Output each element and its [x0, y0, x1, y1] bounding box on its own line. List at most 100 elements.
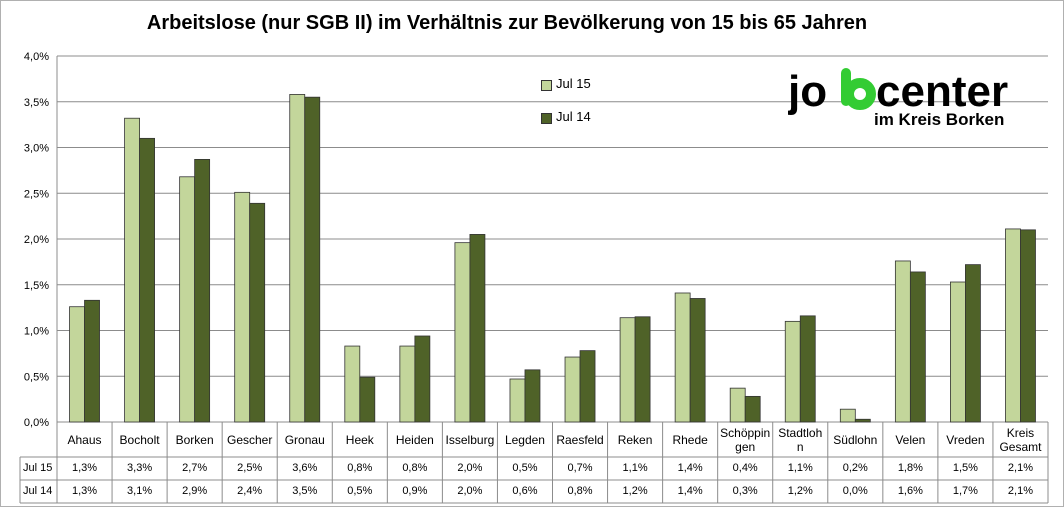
category-label: Velen	[895, 433, 926, 447]
y-tick-label: 0,0%	[24, 417, 49, 429]
bar-jul15	[950, 281, 966, 423]
bar-jul14	[689, 298, 706, 423]
y-tick-label: 0,5%	[24, 371, 49, 383]
table-cell: 3,3%	[127, 462, 153, 474]
y-tick-label: 3,5%	[24, 97, 49, 109]
bar-jul14	[744, 395, 761, 423]
table-cell: 0,2%	[842, 462, 868, 474]
table-cell: 0,8%	[567, 485, 593, 497]
category-label: Bocholt	[119, 433, 160, 447]
logo-text-right: center	[876, 67, 1008, 116]
table-cell: 3,6%	[292, 462, 318, 474]
bar-jul15	[124, 117, 140, 423]
category-label: Kreis Gesamt	[999, 426, 1042, 454]
table-row-header: Jul 14	[23, 485, 53, 497]
table-cell: 2,1%	[1007, 485, 1033, 497]
table-cell: 2,4%	[237, 485, 263, 497]
legend-swatch-jul15	[541, 80, 552, 91]
table-cell: 0,5%	[347, 485, 373, 497]
bar-jul15	[729, 387, 746, 423]
bar-jul14	[469, 234, 486, 423]
category-label: Gescher	[227, 433, 273, 447]
bar-jul14	[359, 376, 376, 423]
table-cell: 0,8%	[402, 462, 428, 474]
table-cell: 1,4%	[677, 485, 703, 497]
bar-jul15	[619, 317, 636, 423]
table-cell: 2,0%	[457, 462, 483, 474]
logo-subtitle: im Kreis Borken	[874, 110, 1005, 129]
table-cell: 3,1%	[127, 485, 153, 497]
bar-jul14	[799, 315, 816, 423]
category-label: Schöppin gen	[720, 426, 771, 454]
y-tick-label: 4,0%	[24, 51, 49, 63]
logo-wordmark: jo center	[788, 67, 1008, 116]
bar-jul14	[1020, 229, 1036, 423]
bar-jul14	[249, 202, 266, 423]
table-cell: 1,3%	[71, 462, 98, 474]
category-label: Legden	[504, 433, 545, 447]
table-cell: 0,7%	[567, 462, 593, 474]
table-cell: 0,5%	[512, 462, 538, 474]
table-cell: 0,3%	[732, 485, 758, 497]
table-cell: 1,2%	[622, 485, 648, 497]
table-row-header: Jul 15	[23, 462, 53, 474]
y-tick-label: 1,5%	[24, 280, 49, 292]
category-label: Heek	[345, 433, 374, 447]
category-label: Südlohn	[833, 433, 878, 447]
bar-jul14	[524, 369, 541, 423]
y-tick-label: 1,0%	[24, 326, 49, 338]
legend-label-jul14: Jul 14	[556, 109, 591, 124]
table-cell: 0,4%	[732, 462, 758, 474]
bar-jul15	[1005, 228, 1021, 423]
bar-jul15	[344, 345, 361, 423]
category-label: Reken	[617, 433, 653, 447]
bar-jul15	[509, 378, 526, 423]
bar-jul14	[579, 350, 596, 423]
table-cell: 1,6%	[897, 485, 923, 497]
logo-text-left: jo	[788, 67, 827, 116]
category-label: Borken	[175, 433, 214, 447]
bar-jul15	[399, 345, 416, 423]
table-cell: 1,7%	[952, 485, 978, 497]
category-label: Gronau	[284, 433, 325, 447]
bar-jul15	[894, 260, 911, 423]
bar-jul14	[854, 418, 871, 423]
bar-jul15	[289, 94, 306, 423]
y-tick-label: 2,0%	[24, 234, 49, 246]
table-cell: 0,9%	[402, 485, 428, 497]
table-cell: 2,9%	[182, 485, 208, 497]
table-cell: 1,5%	[952, 462, 978, 474]
bar-jul15	[674, 292, 691, 423]
table-cell: 2,1%	[1007, 462, 1033, 474]
bar-jul14	[304, 96, 321, 423]
y-tick-label: 3,0%	[24, 143, 49, 155]
bar-jul14	[909, 271, 926, 423]
y-tick-label: 2,5%	[24, 188, 49, 200]
bar-jul15	[564, 356, 581, 423]
table-cell: 1,8%	[897, 462, 923, 474]
table-cell: 1,1%	[622, 462, 648, 474]
bar-jul14	[139, 137, 155, 423]
table-cell: 0,8%	[347, 462, 373, 474]
table-cell: 1,2%	[787, 485, 813, 497]
category-label: Vreden	[946, 433, 985, 447]
category-label: Isselburg	[445, 433, 495, 447]
bar-jul15	[179, 176, 196, 423]
table-cell: 1,1%	[787, 462, 813, 474]
bar-jul14	[634, 316, 651, 423]
bar-jul14	[414, 335, 431, 423]
bar-jul14	[965, 264, 981, 423]
legend-swatch-jul14	[541, 113, 552, 124]
bar-jul15	[69, 306, 85, 423]
table-cell: 0,0%	[842, 485, 868, 497]
table-cell: 2,7%	[182, 462, 208, 474]
logo-b-shape	[841, 68, 876, 110]
legend-label-jul15: Jul 15	[556, 76, 591, 91]
table-cell: 3,5%	[292, 485, 318, 497]
chart-title: Arbeitslose (nur SGB II) im Verhältnis z…	[146, 12, 868, 34]
table-cell: 0,6%	[512, 485, 538, 497]
bar-jul15	[784, 320, 801, 423]
bar-jul15	[454, 242, 471, 423]
category-label: Raesfeld	[556, 433, 604, 447]
